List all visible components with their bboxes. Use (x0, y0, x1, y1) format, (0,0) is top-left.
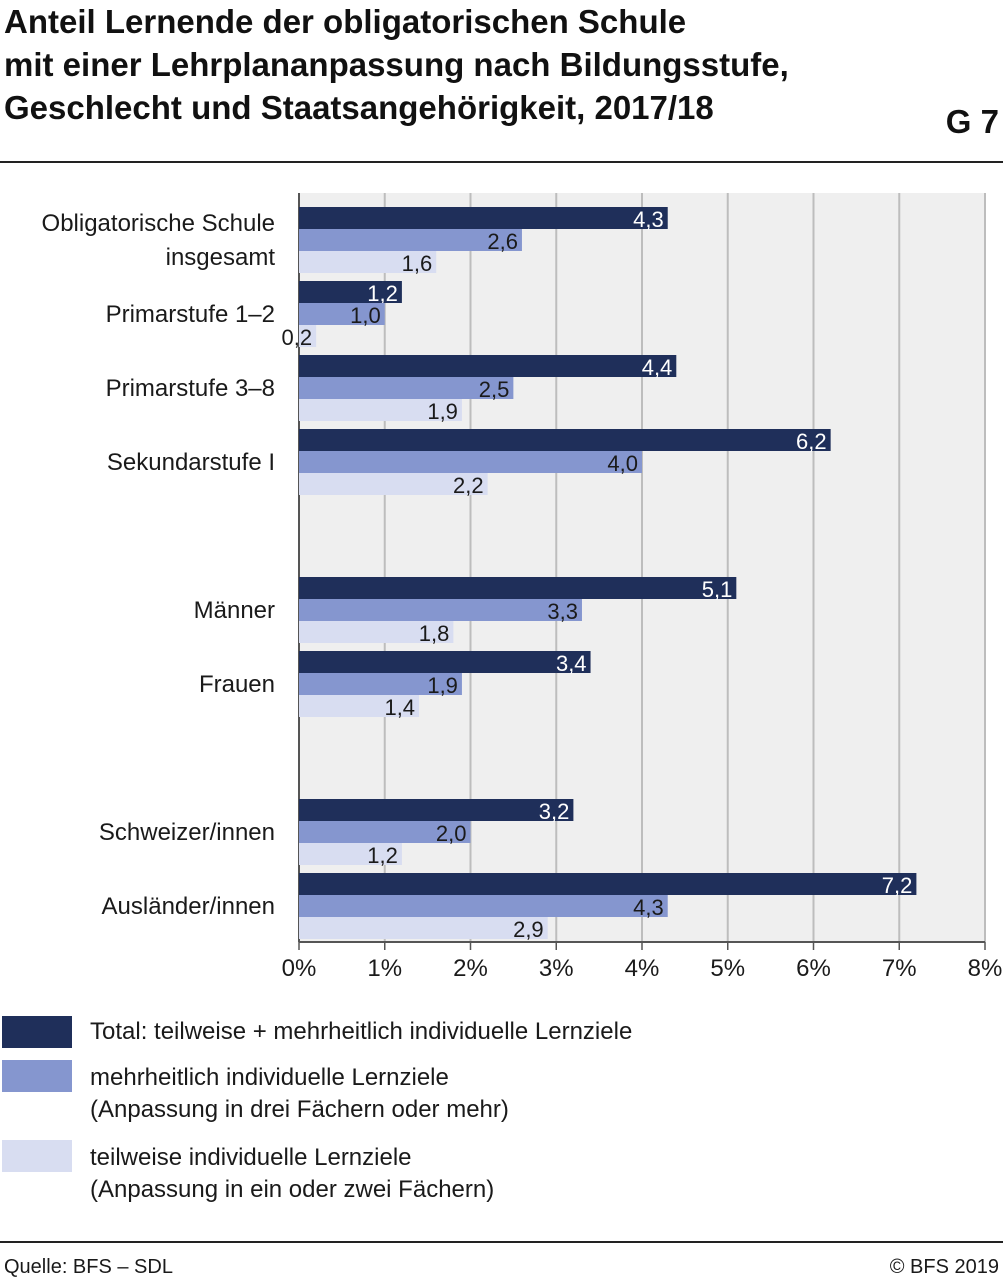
bar (299, 917, 548, 939)
bar (299, 377, 514, 399)
bar (299, 895, 668, 917)
category-label: Ausländer/innen (102, 893, 275, 920)
data-label: 1,4 (384, 695, 415, 720)
data-label: 1,9 (427, 399, 458, 424)
bar (299, 599, 582, 621)
data-label: 6,2 (796, 429, 827, 454)
legend-label-total: Total: teilweise + mehrheitlich individu… (90, 1018, 633, 1045)
data-label: 1,8 (419, 621, 450, 646)
bar (299, 281, 402, 303)
title-line-1: Anteil Lernende der obligatorischen Schu… (4, 3, 687, 40)
data-label: 4,3 (633, 895, 664, 920)
category-label: insgesamt (166, 244, 276, 271)
x-tick-label: 6% (796, 955, 831, 982)
bar (299, 229, 522, 251)
data-label: 4,4 (642, 355, 673, 380)
title-line-3: Geschlecht und Staatsangehörigkeit, 2017… (4, 89, 714, 126)
data-label: 0,2 (282, 325, 313, 350)
data-label: 1,6 (402, 251, 433, 276)
bar (299, 251, 437, 273)
data-label: 2,0 (436, 821, 467, 846)
legend-label-teilweise: teilweise individuelle Lernziele (Anpass… (90, 1144, 495, 1203)
legend-label-mehrheitlich: mehrheitlich individuelle Lernziele (Anp… (90, 1064, 509, 1123)
category-label: Obligatorische Schule (42, 210, 275, 237)
data-label: 4,3 (633, 207, 664, 232)
data-label: 2,2 (453, 473, 484, 498)
data-label: 1,2 (367, 843, 398, 868)
x-tick-label: 5% (710, 955, 745, 982)
title-line-2: mit einer Lehrplananpassung nach Bildung… (4, 46, 789, 83)
bar (299, 873, 917, 895)
x-tick-label: 7% (882, 955, 917, 982)
legend-swatch-teilweise (2, 1140, 72, 1172)
data-label: 7,2 (882, 873, 913, 898)
category-label: Schweizer/innen (99, 819, 275, 846)
graphic-number: G 7 (945, 103, 999, 140)
category-label: Männer (194, 597, 275, 624)
x-tick-label: 8% (968, 955, 1003, 982)
bar (299, 577, 737, 599)
bar (299, 621, 454, 643)
bar (299, 325, 317, 347)
category-label: Sekundarstufe I (107, 449, 275, 476)
category-label: Frauen (199, 671, 275, 698)
bottom-rule (0, 1241, 1003, 1243)
chart-title: Anteil Lernende der obligatorischen Schu… (4, 0, 904, 129)
x-tick-label: 3% (539, 955, 574, 982)
bar (299, 843, 402, 865)
bar (299, 399, 462, 421)
bar (299, 473, 488, 495)
legend-swatch-total (2, 1016, 72, 1048)
data-label: 5,1 (702, 577, 733, 602)
data-label: 1,2 (367, 281, 398, 306)
category-label: Primarstufe 3–8 (106, 375, 275, 402)
bar (299, 303, 385, 325)
bar (299, 429, 831, 451)
source-note: Quelle: BFS – SDL (4, 1256, 173, 1278)
data-label: 2,6 (487, 229, 518, 254)
data-label: 2,5 (479, 377, 510, 402)
data-label: 3,2 (539, 799, 570, 824)
data-label: 1,9 (427, 673, 458, 698)
copyright-note: © BFS 2019 (889, 1256, 999, 1278)
x-tick-label: 1% (367, 955, 402, 982)
data-label: 4,0 (607, 451, 638, 476)
legend-swatch-mehrheitlich (2, 1060, 72, 1092)
bar (299, 207, 668, 229)
bar (299, 451, 642, 473)
x-tick-label: 2% (453, 955, 488, 982)
data-label: 2,9 (513, 917, 544, 942)
bar (299, 799, 574, 821)
bar-chart: 0% 1% 2% 3% 4% 5% 6% 7% 8% 4,3 2,6 1,6 Obligatorisch… (42, 193, 1003, 982)
category-label: Primarstufe 1–2 (106, 301, 275, 328)
top-rule (0, 161, 1003, 163)
data-label: 1,0 (350, 303, 381, 328)
bar (299, 651, 591, 673)
data-label: 3,4 (556, 651, 587, 676)
x-tick-label: 0% (282, 955, 317, 982)
x-tick-label: 4% (625, 955, 660, 982)
bar (299, 355, 677, 377)
data-label: 3,3 (547, 599, 578, 624)
bar (299, 821, 471, 843)
bar (299, 673, 462, 695)
bar (299, 695, 420, 717)
